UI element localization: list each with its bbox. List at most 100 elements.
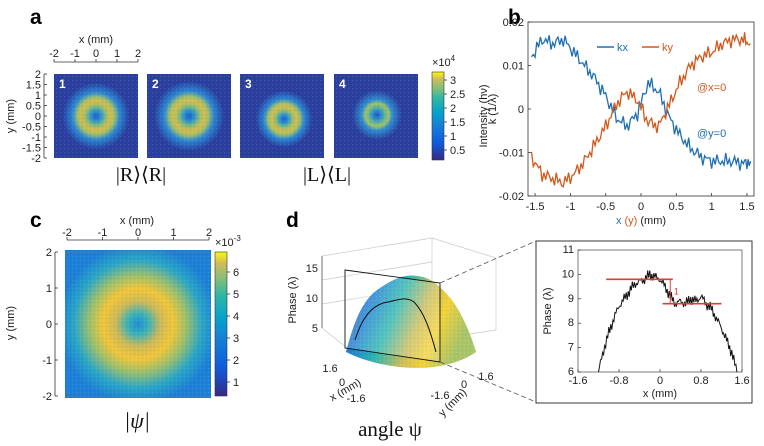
panel-a-images: 1 2 3 4 [54,74,418,158]
panel-c-y-tick: 1 [46,283,52,295]
panel-a-x-tick: -2 [49,48,59,60]
panel-b-y-tick: 0.01 [503,61,524,73]
panel-a-colorbar-exponent: ×104 [432,54,456,69]
panel-a-y-tick: 2 [35,69,41,81]
intensity-image-2: 2 [147,74,231,158]
inset-y-tick: 11 [563,244,574,256]
panel-b: b -1.5 -1 -0.5 0 0.5 1 1.5-0.02-0.0100.010.02 … [487,6,755,227]
intensity-image-3: 3 [240,74,324,158]
panel-b-x-tick: 1 [709,201,715,213]
panel-c-y-tick: -2 [42,391,52,403]
slice-curve [354,298,437,353]
panel-a-colorbar-label: Intensity (hν) [478,85,490,148]
panel-a-y-tick: 0 [35,111,41,123]
panel-d-z-tick: 10 [306,293,318,305]
panel-a-x-tick: 1 [114,48,120,60]
panel-c-x-tick: 1 [170,227,176,239]
panel-d-x-tick: -1.6 [347,393,366,405]
panel-a-y-tick: 1.5 [26,80,41,92]
panel-d-y-tick: 1.6 [478,371,493,383]
legend-ky: ky [662,42,674,54]
panel-a-x-tick: 2 [135,48,141,60]
series-line-ky [530,32,751,188]
inset-series: 1 [598,270,738,373]
panel-a-colorbar-tick: 2.5 [450,89,465,101]
caption-angle-psi: angle ψ [358,417,422,441]
panel-a-y-axis-label: y (mm) [5,99,17,133]
panel-b-legend: kx ky [597,42,674,54]
panel-a-y-ticks: 21.510.50-0.5-1-1.5-2 [22,69,47,165]
intensity-image-4: 4 [334,74,418,158]
inset-x-tick: 0.8 [693,375,708,387]
panel-a-y-tick: 0.5 [26,101,41,113]
panel-c-y-ticks: 2 1 0 -1 -2 [42,247,58,403]
panel-b-x-tick: -0.5 [596,201,615,213]
panel-a-x-tick: 0 [93,48,99,60]
panel-c-colorbar-tick: 3 [233,333,239,345]
panel-c-colorbar-tick: 1 [233,377,239,389]
panel-a-colorbar-tick: 1 [450,131,456,143]
panel-label-b: b [508,6,521,29]
panel-d-y-tick: -1.6 [431,390,450,402]
image-index-label: 1 [59,77,66,91]
panel-c-x-tick: -1 [98,227,108,239]
panel-c-x-tick: 2 [206,227,212,239]
inset-y-tick: 10 [562,268,574,280]
panel-c: c x (mm) -2 -1 0 1 2 y (mm) 2 1 0 -1 -2 ×10-3 6 5… [5,209,241,433]
image-index-label: 3 [245,77,252,91]
panel-c-x-ticks: -2 -1 0 1 2 [62,227,212,240]
panel-c-colorbar-tick: 6 [233,267,239,279]
panel-c-colorbar-tick: 5 [233,289,239,301]
panel-c-colorbar-ticks: 6 5 4 3 2 1 [227,267,239,389]
panel-b-series [530,32,752,188]
image-index-label: 2 [152,77,159,91]
caption-rr: |R⟩⟨R| [116,164,166,186]
panel-b-x-tick: -1 [565,201,575,213]
panel-b-x-axis-label: x (y) (mm) [616,215,666,227]
panel-c-colorbar-tick: 2 [233,355,239,367]
panel-a-x-tick: -1 [70,48,80,60]
panel-b-y-axis-label: k (1/λ) [487,94,499,125]
panel-label-a: a [30,6,42,29]
panel-a-colorbar-tick: 0.5 [450,145,465,157]
inset-ticks: 11 10 9 8 7 6-1.6 -0.8 0 0.8 1.6 [562,244,750,387]
panel-a-y-tick: -1 [31,132,41,144]
inset-phase-line [598,270,738,373]
panel-c-x-tick: 0 [135,227,141,239]
panel-a-y-tick: -0.5 [22,122,41,134]
caption-psi: |ψ| [124,408,150,433]
inset-step-label: 1 [674,286,679,296]
panel-a-y-tick: -2 [31,153,41,165]
intensity-image-1: 1 [54,74,138,158]
panel-c-y-axis-label: y (mm) [5,306,17,340]
caption-ll: |L⟩⟨L| [303,164,351,186]
inset-x-tick: 0 [657,375,663,387]
inset-y-axis-label: Phase (λ) [542,287,554,334]
panel-d-ground-ticks: 1.60-1.6 -1.601.6 [322,363,493,405]
panel-a-y-tick: -1.5 [22,143,41,155]
inset-frame [535,240,753,404]
panel-b-x-tick: -1.5 [526,201,545,213]
inset-y-tick: 9 [568,293,574,305]
annotation-y0: @y=0 [697,128,726,140]
panel-label-d: d [286,209,299,232]
panel-b-x-tick: 0 [638,201,644,213]
panel-c-colorbar [214,251,228,397]
panel-d-z-tick: 5 [312,323,318,335]
inset-x-tick: -0.8 [610,375,629,387]
panel-d-x-tick: 0 [339,377,345,389]
panel-b-y-tick: 0 [518,104,524,116]
inset-x-tick: 1.6 [734,375,749,387]
panel-a-y-tick: 1 [35,90,41,102]
panel-a-x-ticks: -2 -1 0 1 2 [49,48,141,62]
annotation-x0: @x=0 [697,82,726,94]
panel-c-colorbar-exponent: ×10-3 [215,234,241,249]
inset-x-tick: -1.6 [569,375,588,387]
panel-b-x-tick: 1.5 [739,201,754,213]
image-index-label: 4 [339,77,346,91]
panel-d-y-tick: 0 [461,379,467,391]
panel-c-y-tick: 0 [46,319,52,331]
panel-a-colorbar-ticks: 3 2.5 2 1.5 1 0.5 [444,75,465,157]
